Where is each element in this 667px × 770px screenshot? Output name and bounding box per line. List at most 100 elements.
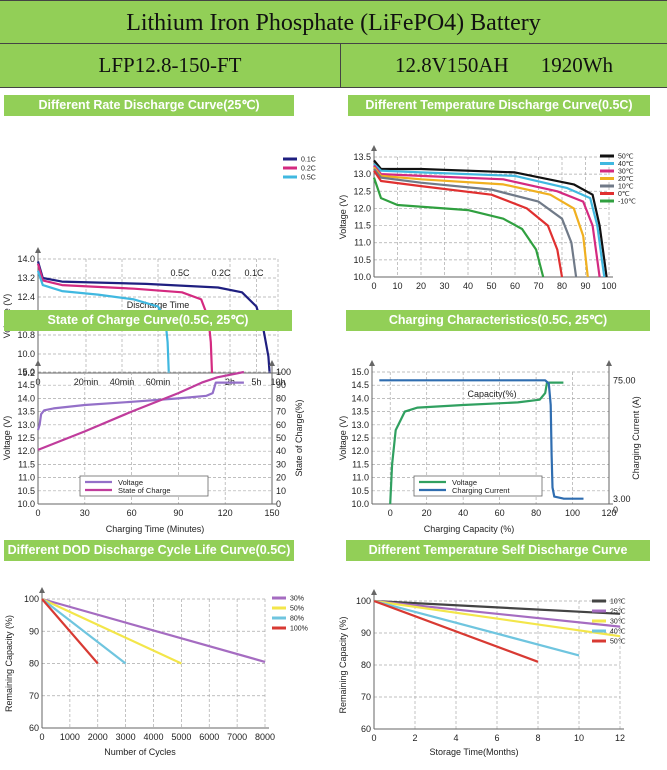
y2-tick-label: 0 — [613, 505, 618, 515]
y2-tick-label: 75.00 — [613, 375, 636, 385]
x-tick-label: 60 — [127, 508, 137, 518]
y-axis-arrow — [39, 587, 45, 593]
series-line-20 — [373, 166, 589, 278]
series-line-80 — [41, 598, 127, 665]
y-tick-label: 13.0 — [17, 420, 35, 430]
y2-axis-arrow — [606, 360, 612, 366]
y-axis-arrow — [371, 145, 377, 151]
y-tick-label: 80 — [361, 660, 371, 670]
x-tick-label: 2000 — [88, 732, 108, 742]
y-tick-label: 14.5 — [351, 380, 369, 390]
x-tick-label: 90 — [580, 281, 590, 291]
series-line-ChargingCurrent — [379, 379, 584, 500]
header-title: Lithium Iron Phosphate (LiFePO4) Battery — [126, 10, 541, 36]
chart-plot: 60 70 80 90 100 0 2 4 6 8 10 12 Storage Time(Months)… — [338, 589, 626, 757]
spec-cell: 12.8V150AH 1920Wh — [341, 44, 667, 87]
state-of-charge-chart: State of Charge Curve(0.5C, 25℃) 10.0 10.… — [0, 310, 333, 535]
rate-discharge-chart: Different Rate Discharge Curve(25℃) 9.2 1… — [0, 95, 333, 388]
x-tick-label: 4000 — [143, 732, 163, 742]
x-tick-label: 10h — [270, 377, 285, 387]
x-tick-label: 40min — [110, 377, 135, 387]
y2-tick-label: 90 — [276, 380, 286, 390]
x-axis-label: Charging Capacity (%) — [424, 524, 515, 534]
y-tick-label: 90 — [29, 626, 39, 636]
y-axis-arrow — [369, 360, 375, 366]
y-tick-label: 10.0 — [353, 272, 371, 282]
series-line-25 — [373, 599, 621, 628]
y-axis-label: Remaining Capacity (%) — [338, 616, 348, 713]
self-discharge-chart: Different Temperature Self Discharge Cur… — [334, 540, 667, 765]
y2-tick-label: 60 — [276, 420, 286, 430]
y-tick-label: 70 — [29, 691, 39, 701]
x-tick-label: 40 — [463, 281, 473, 291]
x-tick-label: 150 — [264, 508, 279, 518]
x-tick-label: 5000 — [171, 732, 191, 742]
y-tick-label: 90 — [361, 628, 371, 638]
curve-annotation: 0.2C — [211, 268, 231, 278]
x-tick-label: 90 — [173, 508, 183, 518]
y-tick-label: 11.0 — [352, 473, 369, 483]
y-tick-label: 12.5 — [17, 433, 35, 443]
legend-label: Charging Current — [452, 486, 510, 495]
y-axis-label: Voltage (V) — [338, 195, 348, 240]
y2-tick-label: 50 — [276, 433, 286, 443]
y-tick-label: 100 — [356, 596, 371, 606]
legend-label: 20℃ — [618, 176, 634, 183]
legend-label: 0℃ — [618, 191, 630, 198]
y-tick-label: 15.0 — [17, 367, 35, 377]
y-tick-label: 10.0 — [17, 349, 35, 359]
legend-label: 40℃ — [610, 629, 626, 636]
y-axis-arrow — [35, 360, 41, 366]
curve-annotation: 0.1C — [244, 268, 264, 278]
x-tick-label: 20min — [74, 377, 99, 387]
series-line-30 — [373, 164, 601, 278]
x-tick-label: 0 — [39, 732, 44, 742]
legend-label: 10℃ — [618, 184, 634, 191]
series-line-Voltage — [36, 381, 244, 431]
chart-plot: 10.0 10.5 11.0 11.5 12.0 12.5 13.0 13.5 0 10 20 30 4… — [338, 145, 636, 399]
series-line-100 — [41, 598, 99, 665]
x-tick-label: 0 — [371, 733, 376, 743]
y-axis-label: Voltage (V) — [338, 416, 348, 461]
y-tick-label: 11.5 — [18, 459, 35, 469]
series-line-05C — [36, 270, 170, 374]
legend-label: 0.1C — [301, 157, 316, 164]
y-tick-label: 13.5 — [17, 407, 35, 417]
x-tick-label: 30 — [439, 281, 449, 291]
chart-plot: 10.0 10.5 11.0 11.5 12.0 12.5 13.0 13.5 14.0 14.5… — [2, 360, 304, 534]
y-tick-label: 10.8 — [17, 330, 35, 340]
series-line-10 — [373, 168, 578, 278]
legend-label: 25℃ — [610, 609, 626, 616]
y2-tick-label: 20 — [276, 473, 286, 483]
chart-plot: 9.210.010.811.612.413.214.0020min40min60… — [2, 157, 316, 388]
x-tick-label: 40 — [458, 508, 468, 518]
legend-label: 50℃ — [618, 154, 634, 161]
y-tick-label: 10.5 — [17, 486, 35, 496]
y-tick-label: 15.0 — [351, 367, 369, 377]
x-tick-label: 60min — [146, 377, 171, 387]
legend-label: Voltage — [452, 478, 477, 487]
x-tick-label: 5h — [251, 377, 261, 387]
x-tick-label: 8 — [535, 733, 540, 743]
series-line-40 — [373, 163, 606, 278]
y-tick-label: 13.5 — [353, 152, 371, 162]
y-tick-label: 10.0 — [351, 499, 369, 509]
series-line-10 — [372, 177, 545, 278]
x-axis-label: Storage Time(Months) — [429, 747, 518, 757]
y-tick-label: 10.0 — [17, 499, 35, 509]
chart-title: State of Charge Curve(0.5C, 25℃) — [4, 310, 292, 331]
y-tick-label: 12.5 — [351, 433, 369, 443]
model-cell: LFP12.8-150-FT — [0, 44, 341, 87]
legend-label: 50℃ — [610, 639, 626, 646]
x-tick-label: 1000 — [60, 732, 80, 742]
y2-tick-label: 30 — [276, 459, 286, 469]
x-tick-label: 120 — [601, 508, 616, 518]
spec-energy: 1920Wh — [540, 53, 614, 77]
legend-label: 30℃ — [610, 619, 626, 626]
legend-label: 40℃ — [618, 161, 634, 168]
legend-label: -10℃ — [618, 199, 636, 206]
chart-title: Different DOD Discharge Cycle Life Curve… — [4, 540, 294, 561]
temperature-discharge-chart: Different Temperature Discharge Curve(0.… — [334, 95, 667, 399]
y-tick-label: 12.4 — [17, 292, 35, 302]
series-line-40 — [373, 599, 580, 657]
